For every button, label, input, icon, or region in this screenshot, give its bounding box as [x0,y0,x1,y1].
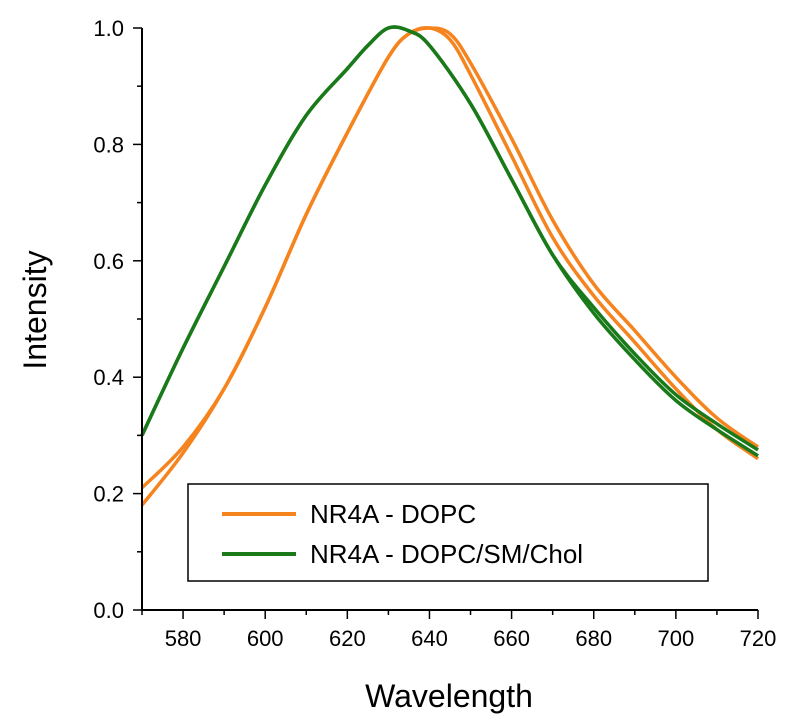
y-tick-label: 0.4 [93,365,124,390]
series-line-1 [140,26,760,490]
legend-label-dopc: NR4A - DOPC [310,499,476,529]
x-tick-label: 620 [329,626,366,651]
y-tick-label: 0.2 [93,482,124,507]
series-line-2 [140,25,759,458]
x-tick-label: 660 [493,626,530,651]
legend-box [187,483,709,582]
y-tick-label: 0.8 [93,132,124,157]
x-tick-label: 720 [740,626,777,651]
x-tick-label: 580 [165,626,202,651]
plot-lines [140,25,760,507]
y-tick-label: 0.0 [93,598,124,623]
x-tick-label: 640 [411,626,448,651]
x-tick-label: 700 [658,626,695,651]
series-line-0 [140,26,760,507]
x-tick-label: 680 [575,626,612,651]
x-ticks: 580 600 620 640 660 680 700 720 [141,610,777,651]
y-tick-label: 1.0 [93,16,124,41]
legend-label-dopc-sm-chol: NR4A - DOPC/SM/Chol [310,539,583,569]
x-axis-title: Wavelength [365,678,533,714]
y-ticks: 0.0 0.2 0.4 0.6 0.8 1.0 [93,16,142,623]
x-tick-label: 600 [247,626,284,651]
series-line-3 [140,25,759,452]
y-axis-title: Intensity [17,250,53,369]
y-tick-label: 0.6 [93,249,124,274]
legend: NR4A - DOPC NR4A - DOPC/SM/Chol [187,483,709,582]
